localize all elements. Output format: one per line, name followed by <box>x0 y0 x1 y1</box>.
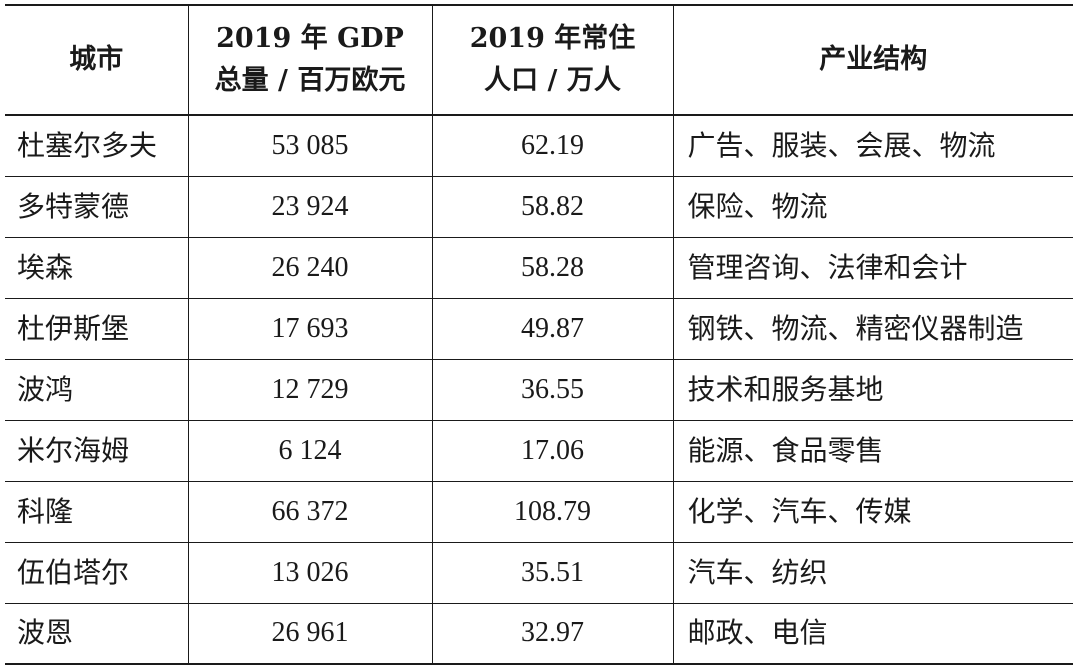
header-industry: 产业结构 <box>672 4 1073 116</box>
city-data-table: 城市 2019 年 GDP 总量 / 百万欧元 2019 年常住 人口 / 万人… <box>5 4 1073 665</box>
cell-population: 36.55 <box>431 359 673 421</box>
header-industry-label: 产业结构 <box>819 44 928 75</box>
header-gdp-line2: 总量 / 百万欧元 <box>214 65 406 96</box>
cell-gdp: 66 372 <box>187 481 432 543</box>
cell-gdp: 26 240 <box>187 237 432 299</box>
cell-population: 17.06 <box>431 420 673 482</box>
cell-city: 科隆 <box>5 481 188 543</box>
cell-population: 35.51 <box>431 542 673 604</box>
cell-gdp: 6 124 <box>187 420 432 482</box>
cell-city: 波恩 <box>5 603 188 665</box>
cell-industry: 钢铁、物流、精密仪器制造 <box>672 298 1073 360</box>
cell-industry: 管理咨询、法律和会计 <box>672 237 1073 299</box>
cell-population: 62.19 <box>431 115 673 177</box>
header-city-label: 城市 <box>69 44 124 75</box>
table-row: 米尔海姆 6 124 17.06 能源、食品零售 <box>5 420 1073 482</box>
cell-industry: 邮政、电信 <box>672 603 1073 665</box>
header-city: 城市 <box>5 4 188 116</box>
table-row: 波鸿 12 729 36.55 技术和服务基地 <box>5 359 1073 421</box>
cell-industry: 广告、服装、会展、物流 <box>672 115 1073 177</box>
cell-population: 108.79 <box>431 481 673 543</box>
table-row: 多特蒙德 23 924 58.82 保险、物流 <box>5 176 1073 238</box>
cell-gdp: 53 085 <box>187 115 432 177</box>
cell-city: 米尔海姆 <box>5 420 188 482</box>
header-gdp-line1: 2019 年 GDP <box>216 23 404 54</box>
table-body: 杜塞尔多夫 53 085 62.19 广告、服装、会展、物流 多特蒙德 23 9… <box>5 115 1073 665</box>
header-pop-line1: 2019 年常住 <box>469 23 636 54</box>
cell-city: 埃森 <box>5 237 188 299</box>
cell-gdp: 26 961 <box>187 603 432 665</box>
cell-city: 多特蒙德 <box>5 176 188 238</box>
cell-gdp: 17 693 <box>187 298 432 360</box>
header-gdp: 2019 年 GDP 总量 / 百万欧元 <box>187 4 432 116</box>
cell-population: 32.97 <box>431 603 673 665</box>
table-row: 伍伯塔尔 13 026 35.51 汽车、纺织 <box>5 542 1073 604</box>
cell-city: 杜塞尔多夫 <box>5 115 188 177</box>
table-row: 杜塞尔多夫 53 085 62.19 广告、服装、会展、物流 <box>5 115 1073 177</box>
cell-city: 伍伯塔尔 <box>5 542 188 604</box>
cell-population: 58.28 <box>431 237 673 299</box>
header-population: 2019 年常住 人口 / 万人 <box>431 4 673 116</box>
cell-population: 58.82 <box>431 176 673 238</box>
cell-gdp: 23 924 <box>187 176 432 238</box>
cell-gdp: 12 729 <box>187 359 432 421</box>
cell-industry: 汽车、纺织 <box>672 542 1073 604</box>
table-row: 埃森 26 240 58.28 管理咨询、法律和会计 <box>5 237 1073 299</box>
header-row: 城市 2019 年 GDP 总量 / 百万欧元 2019 年常住 人口 / 万人… <box>5 4 1073 116</box>
cell-industry: 保险、物流 <box>672 176 1073 238</box>
cell-city: 波鸿 <box>5 359 188 421</box>
cell-industry: 化学、汽车、传媒 <box>672 481 1073 543</box>
cell-industry: 技术和服务基地 <box>672 359 1073 421</box>
table-row: 波恩 26 961 32.97 邮政、电信 <box>5 603 1073 665</box>
cell-industry: 能源、食品零售 <box>672 420 1073 482</box>
cell-city: 杜伊斯堡 <box>5 298 188 360</box>
cell-population: 49.87 <box>431 298 673 360</box>
header-pop-line2: 人口 / 万人 <box>484 65 621 96</box>
cell-gdp: 13 026 <box>187 542 432 604</box>
table-row: 杜伊斯堡 17 693 49.87 钢铁、物流、精密仪器制造 <box>5 298 1073 360</box>
table-row: 科隆 66 372 108.79 化学、汽车、传媒 <box>5 481 1073 543</box>
table-header: 城市 2019 年 GDP 总量 / 百万欧元 2019 年常住 人口 / 万人… <box>5 4 1073 116</box>
